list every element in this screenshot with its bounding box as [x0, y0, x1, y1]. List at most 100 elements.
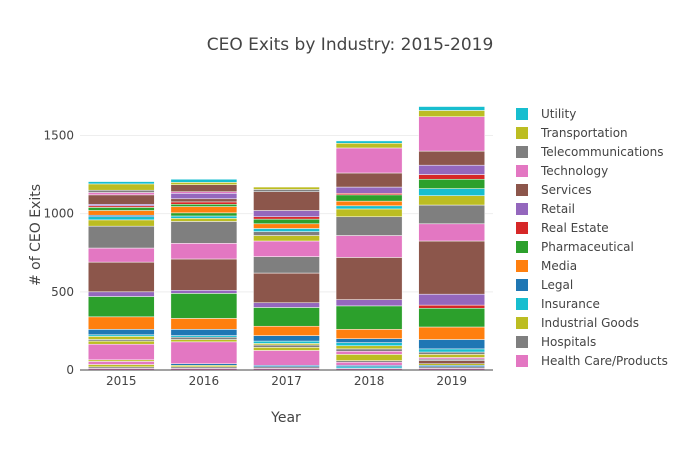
x-axis-title: Year: [270, 410, 301, 426]
bar-segment: [253, 256, 320, 274]
bar-segment: [418, 178, 485, 189]
bar-segment: [418, 150, 485, 166]
bar-segment: [88, 291, 155, 297]
bar-segment: [418, 110, 485, 117]
legend-swatch: [516, 165, 528, 177]
bar-segment: [88, 210, 155, 216]
legend-item[interactable]: Telecommunications: [516, 145, 663, 159]
bar-segment: [418, 307, 485, 328]
legend-label: Insurance: [541, 297, 600, 311]
bar-segment: [170, 329, 238, 336]
bar-segment: [88, 361, 155, 365]
bar-segment: [170, 204, 238, 207]
legend-item[interactable]: Hospitals: [516, 335, 596, 349]
axes: 0 500 1000 1500 2015 2016 2017 2018 2019: [43, 128, 493, 388]
bar-segment: [418, 354, 485, 358]
bar-segment: [335, 329, 403, 339]
bar-segment: [253, 228, 320, 232]
bar-segment: [335, 354, 403, 361]
legend-item[interactable]: Technology: [516, 164, 608, 178]
bar-segment: [253, 350, 320, 366]
bar-segment: [418, 164, 485, 175]
bar-segment: [253, 347, 320, 351]
x-tick-label: 2017: [271, 374, 302, 388]
legend-swatch: [516, 108, 528, 120]
bar-segment: [335, 345, 403, 350]
legend-item[interactable]: Transportation: [516, 126, 628, 140]
bar-segment: [335, 172, 403, 188]
bar-segment: [170, 341, 238, 364]
bar-segment: [88, 194, 155, 205]
bar-segment: [418, 360, 485, 364]
bar-segment: [170, 318, 238, 330]
legend-label: Media: [541, 259, 577, 273]
bar-segment: [335, 235, 403, 258]
legend-swatch: [516, 298, 528, 310]
bar-segment: [335, 257, 403, 300]
bar-segment: [253, 223, 320, 229]
bar-segment: [418, 204, 485, 225]
bar-segment: [88, 219, 155, 227]
bar-segment: [88, 189, 155, 193]
bar-segment: [170, 193, 238, 200]
legend-item[interactable]: Insurance: [516, 297, 600, 311]
bar-segment: [253, 240, 320, 257]
bar-segment: [335, 194, 403, 202]
bar-segment: [253, 216, 320, 220]
bar-segment: [170, 218, 238, 222]
bar-segment: [418, 188, 485, 196]
legend-swatch: [516, 184, 528, 196]
bar-segment: [253, 218, 320, 225]
legend-item[interactable]: Utility: [516, 107, 576, 121]
legend-label: Industrial Goods: [541, 316, 639, 330]
bar-segment: [253, 302, 320, 308]
chart-title: CEO Exits by Industry: 2015-2019: [207, 35, 494, 55]
legend-item[interactable]: Health Care/Products: [516, 354, 668, 368]
legend-swatch: [516, 203, 528, 215]
legend-swatch: [516, 146, 528, 158]
legend-swatch: [516, 222, 528, 234]
bar-segment: [253, 335, 320, 342]
legend-item[interactable]: Legal: [516, 278, 573, 292]
legend-item[interactable]: Services: [516, 183, 592, 197]
legend-label: Transportation: [540, 126, 628, 140]
bar-segment: [170, 339, 238, 343]
y-tick-label: 1500: [43, 128, 74, 142]
bar-segment: [418, 240, 485, 295]
bar-segment: [170, 243, 238, 260]
bar-segment: [88, 181, 155, 185]
bar-segment: [88, 225, 155, 249]
bar-segment: [253, 186, 320, 190]
legend-item[interactable]: Pharmaceutical: [516, 240, 634, 254]
bar-segment: [335, 143, 403, 149]
bar-segment: [88, 216, 155, 221]
x-tick-label: 2019: [436, 374, 467, 388]
bar-segment: [170, 290, 238, 294]
bar-segment: [335, 186, 403, 194]
legend-item[interactable]: Real Estate: [516, 221, 609, 235]
bar-segment: [253, 307, 320, 327]
bar-segment: [88, 247, 155, 263]
bar-segment: [88, 192, 155, 196]
bar-segment: [418, 293, 485, 306]
bar-segment: [253, 231, 320, 236]
legend-swatch: [516, 260, 528, 272]
legend-label: Retail: [541, 202, 575, 216]
legend-item[interactable]: Industrial Goods: [516, 316, 639, 330]
legend-swatch: [516, 127, 528, 139]
legend-swatch: [516, 241, 528, 253]
legend-label: Real Estate: [541, 221, 609, 235]
bar-segment: [335, 342, 403, 347]
bar-segment: [88, 183, 155, 191]
legend: Utility Transportation Telecommunications T…: [516, 107, 668, 368]
bar-segment: [88, 343, 155, 361]
bar-segment: [253, 210, 320, 218]
legend-swatch: [516, 279, 528, 291]
bar-segment: [418, 348, 485, 353]
bar-segment: [88, 340, 155, 345]
legend-label: Technology: [540, 164, 608, 178]
legend-swatch: [516, 336, 528, 348]
legend-item[interactable]: Retail: [516, 202, 575, 216]
legend-item[interactable]: Media: [516, 259, 577, 273]
y-tick-label: 500: [51, 285, 74, 299]
